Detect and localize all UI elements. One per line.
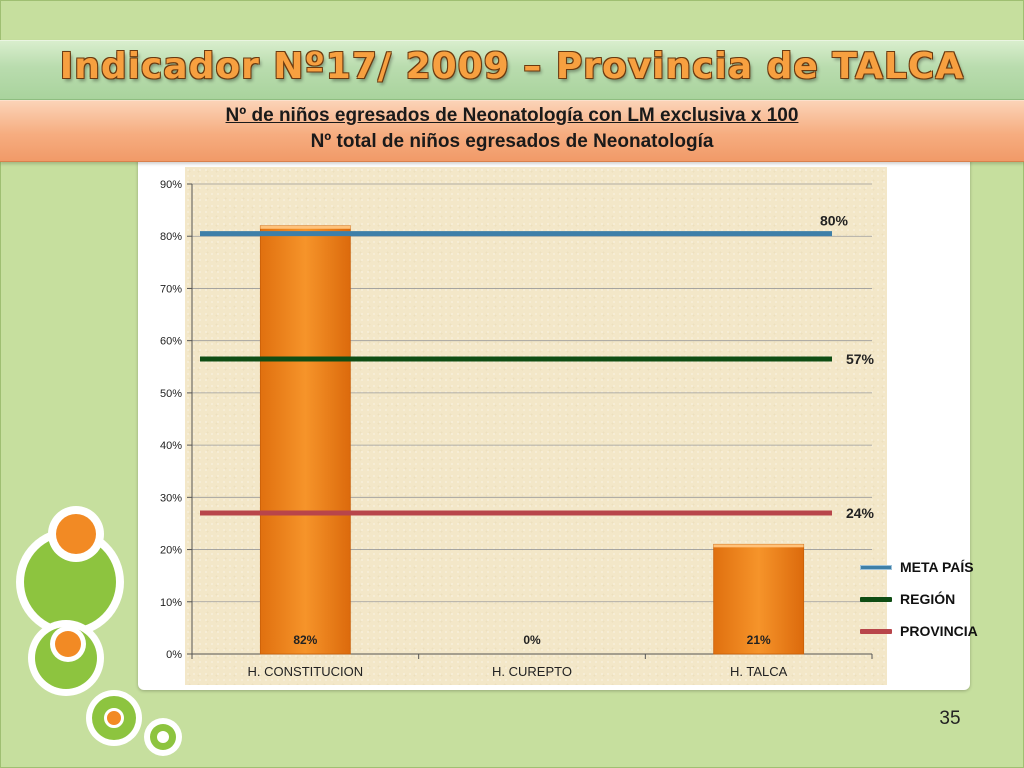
decor-circle-small-dot bbox=[104, 708, 124, 728]
reference-line-label: 57% bbox=[846, 351, 875, 367]
y-tick-label: 40% bbox=[160, 440, 182, 452]
x-category-label: H. TALCA bbox=[730, 664, 788, 679]
x-category-label: H. CUREPTO bbox=[492, 664, 572, 679]
labels: 0% 10% 20% 30% 40% 50% 60% 70% 80% 90% 82% H. CONST… bbox=[160, 179, 875, 679]
y-tick-label: 70% bbox=[160, 283, 182, 295]
legend-label-provincia: PROVINCIA bbox=[900, 623, 978, 639]
reference-line-label: 80% bbox=[820, 213, 849, 229]
y-tick-label: 0% bbox=[166, 649, 182, 661]
y-tick-label: 90% bbox=[160, 179, 182, 191]
legend-label-meta-pais: META PAÍS bbox=[900, 559, 974, 575]
y-tick-label: 80% bbox=[160, 231, 182, 243]
bar-top-highlight bbox=[713, 544, 804, 548]
slide-title: Indicador Nº17/ 2009 – Provincia de TALC… bbox=[59, 46, 965, 87]
bar-value-label: 0% bbox=[523, 633, 541, 647]
formula-numerator: Nº de niños egresados de Neonatología co… bbox=[0, 105, 1024, 127]
bar-top-highlight bbox=[260, 225, 351, 229]
formula-denominator: Nº total de niños egresados de Neonatolo… bbox=[310, 131, 714, 152]
y-tick-label: 30% bbox=[160, 492, 182, 504]
page-number: 35 bbox=[939, 708, 961, 729]
y-tick-label: 10% bbox=[160, 597, 182, 609]
decor-circle-tiny-dot bbox=[157, 731, 169, 743]
x-category-label: H. CONSTITUCION bbox=[248, 664, 364, 679]
formula-band bbox=[0, 100, 1024, 162]
y-tick-label: 50% bbox=[160, 388, 182, 400]
y-tick-label: 20% bbox=[160, 545, 182, 557]
reference-line-label: 24% bbox=[846, 505, 875, 521]
formula-numerator-text: Nº de niños egresados de Neonatología co… bbox=[225, 105, 799, 126]
bars bbox=[259, 225, 805, 655]
decor-circle-orange-1-inner bbox=[56, 514, 96, 554]
bar-value-label: 21% bbox=[747, 633, 771, 647]
bar bbox=[713, 543, 805, 655]
reference-lines bbox=[200, 231, 832, 516]
decor-circle-orange-2-inner bbox=[55, 631, 81, 657]
legend-swatch-meta-pais bbox=[860, 565, 892, 570]
legend-label-region: REGIÓN bbox=[900, 591, 956, 607]
bar-value-label: 82% bbox=[293, 633, 317, 647]
legend-swatch-region bbox=[860, 597, 892, 602]
y-tick-label: 60% bbox=[160, 336, 182, 348]
legend-swatch-provincia bbox=[860, 629, 892, 634]
bar bbox=[259, 225, 351, 655]
title-band bbox=[0, 40, 1024, 100]
